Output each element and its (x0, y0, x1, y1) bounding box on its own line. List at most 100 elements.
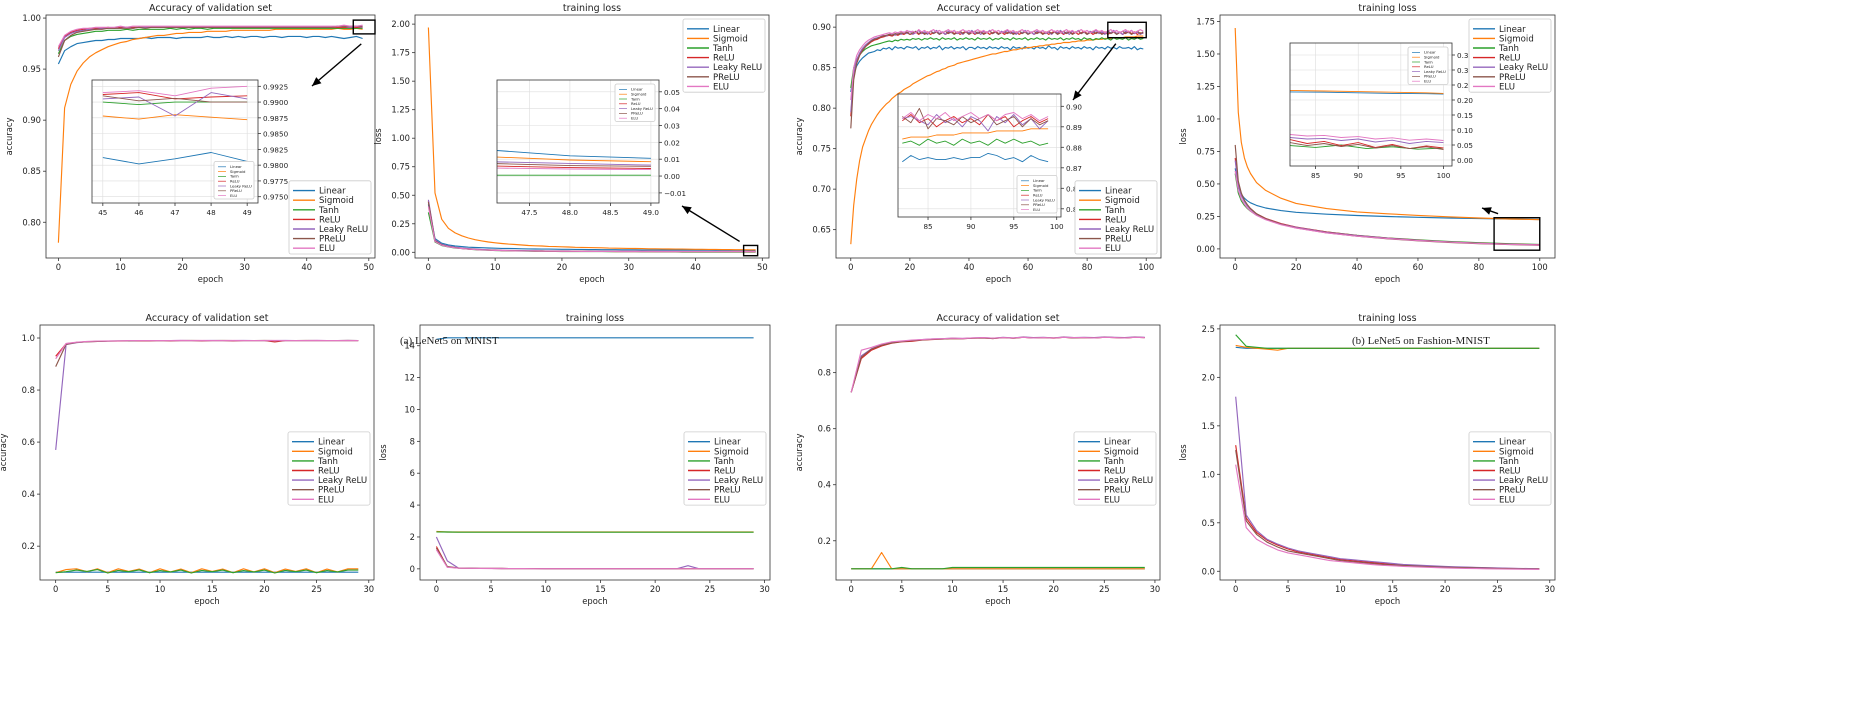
y-tick-label: 0.80 (22, 217, 41, 227)
x-axis-label: epoch (579, 274, 605, 284)
x-tick-label: 0 (434, 584, 439, 594)
legend-label: Leaky ReLU (631, 106, 653, 111)
legend-label: Tanh (713, 457, 734, 467)
series-line-sigmoid (1234, 27, 1540, 221)
y-tick-label: 0.9850 (263, 130, 289, 139)
chart-p1: 0 10 20 30 40 50 0.80 0.85 0.90 0.95 1.00 Accuracy … (4, 3, 376, 284)
y-tick-label: 1.75 (1196, 16, 1215, 26)
series-line-prelu (850, 336, 1145, 393)
legend-label: PReLU (230, 188, 242, 193)
y-tick-label: 0.50 (1196, 179, 1215, 189)
x-tick-label: 0 (426, 262, 431, 272)
legend-label: Linear (1104, 438, 1131, 448)
y-tick-label: 0.6 (818, 424, 831, 434)
x-tick-label: 30 (363, 584, 374, 594)
series-line-leaky-relu (427, 199, 756, 252)
legend-box (682, 18, 766, 93)
series-group (1234, 27, 1540, 246)
x-tick-label: 15 (207, 584, 218, 594)
series-line-prelu (497, 163, 651, 167)
legend-label: Leaky ReLU (1499, 476, 1548, 486)
y-tick-label: 8 (410, 436, 415, 446)
series-line-elu (1235, 464, 1540, 570)
x-tick-label: 20 (1440, 584, 1451, 594)
y-tick-label: 0.6 (22, 437, 35, 447)
y-tick-label: 0.02 (664, 138, 680, 147)
x-tick-label: 10 (115, 262, 126, 272)
series-line-elu (102, 85, 248, 97)
x-tick-label: 20 (650, 584, 661, 594)
x-tick-label: 45 (98, 208, 107, 217)
y-tick-label: 0.87 (1066, 164, 1082, 173)
legend-label: ReLU (230, 179, 240, 184)
x-tick-label: 20 (1048, 584, 1059, 594)
series-line-sigmoid (497, 156, 651, 163)
x-tick-label: 90 (966, 222, 976, 231)
series-line-relu (497, 165, 651, 169)
x-tick-label: 48.0 (562, 208, 578, 217)
legend-label: Sigmoid (230, 169, 246, 174)
y-tick-label: 0.35 (1457, 51, 1473, 60)
x-tick-label: 5 (899, 584, 904, 594)
legend-box (1468, 18, 1552, 93)
x-tick-label: 10 (155, 584, 166, 594)
series-line-elu (1290, 134, 1444, 141)
x-tick-label: 50 (363, 262, 374, 272)
legend-label: Sigmoid (1105, 196, 1140, 206)
chart-title: Accuracy of validation set (937, 3, 1060, 14)
series-line-relu (850, 336, 1145, 393)
series-line-relu (435, 546, 754, 570)
series-line-tanh (55, 569, 359, 574)
series-line-sigmoid (427, 27, 756, 251)
x-tick-label: 0 (56, 262, 61, 272)
legend-label: Tanh (630, 96, 640, 101)
x-tick-label: 40 (964, 262, 975, 272)
y-tick-label: 2.00 (391, 19, 410, 29)
x-tick-label: 20 (259, 584, 270, 594)
y-tick-label: 0.90 (1066, 102, 1082, 111)
legend-label: ReLU (713, 54, 735, 64)
chart-title: training loss (1358, 313, 1416, 324)
legend-label: ELU (230, 193, 237, 198)
legend-label: Linear (714, 438, 741, 448)
x-tick-label: 85 (923, 222, 932, 231)
x-tick-label: 25 (705, 584, 716, 594)
legend-label: Leaky ReLU (1499, 63, 1548, 73)
series-line-tanh (1290, 144, 1444, 150)
legend-box (683, 431, 767, 506)
legend-box (1073, 431, 1157, 506)
x-tick-label: 95 (1009, 222, 1018, 231)
series-line-tanh (850, 37, 1144, 88)
legend-label: PReLU (1033, 202, 1045, 207)
series-line-elu (850, 336, 1145, 393)
series-line-elu (1234, 170, 1540, 246)
y-tick-label: 0.9875 (263, 114, 288, 123)
y-axis-label: accuracy (794, 434, 804, 472)
legend-label: ELU (1499, 82, 1515, 92)
y-tick-label: 0.9825 (263, 145, 288, 154)
legend-label: Sigmoid (1499, 447, 1534, 457)
y-tick-label: 0.85 (22, 166, 41, 176)
legend-label: ReLU (631, 101, 641, 106)
y-tick-label: 0.90 (22, 115, 41, 125)
chart-p3: 0 20 40 60 80 100 0.65 0.70 0.75 0.80 0.85 0.90 Accu… (794, 3, 1162, 284)
legend-label: Leaky ReLU (1104, 476, 1153, 486)
legend-label: Tanh (1032, 188, 1042, 193)
y-axis-label: loss (373, 128, 383, 144)
axes-frame (1219, 14, 1556, 259)
legend-label: Linear (1499, 438, 1526, 448)
x-axis-label: epoch (198, 274, 224, 284)
axes-frame (39, 324, 375, 581)
x-tick-label: 46 (134, 208, 144, 217)
legend-label: Leaky ReLU (713, 63, 762, 73)
legend-label: ReLU (1104, 467, 1126, 477)
legend-box (287, 431, 371, 506)
x-tick-label: 0 (1233, 262, 1238, 272)
legend-label: Sigmoid (714, 447, 749, 457)
x-tick-label: 47 (170, 208, 179, 217)
series-line-relu (55, 340, 359, 357)
y-tick-label: 1.5 (1202, 421, 1215, 431)
legend-label: ELU (1424, 79, 1431, 84)
